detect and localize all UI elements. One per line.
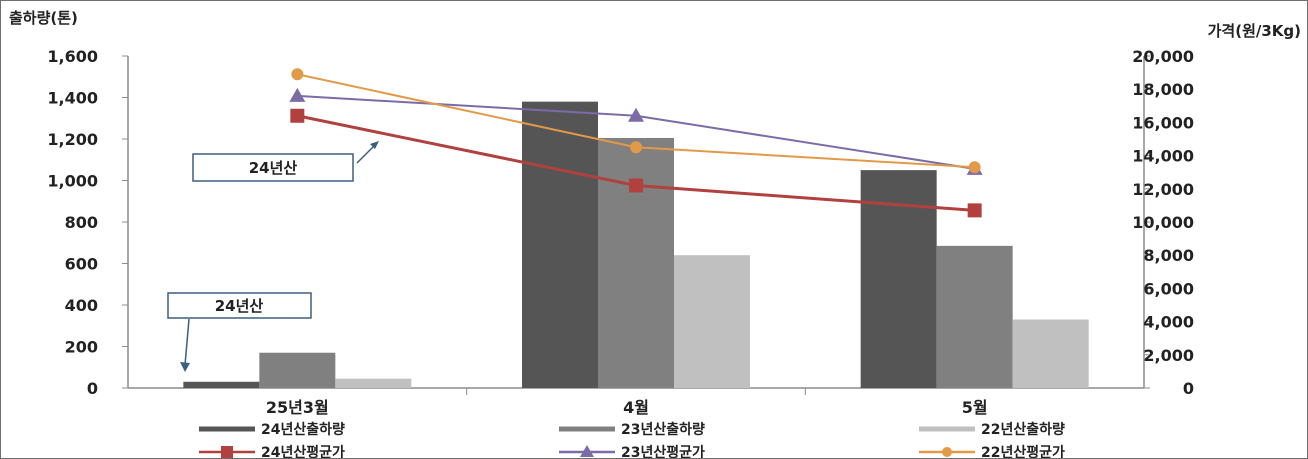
callout-upper-box (192, 153, 354, 182)
left-tick-label: 1,400 (47, 89, 98, 108)
bar-2-3 (936, 245, 1013, 388)
category-label: 4월 (623, 398, 649, 417)
line-3-marker-1 (291, 68, 304, 81)
line-3-marker-3 (968, 161, 981, 174)
right-axis-title: 가격(원/3Kg) (1208, 22, 1301, 40)
bar-2-2 (598, 137, 674, 388)
right-tick-label: 8,000 (1143, 246, 1194, 265)
legend-label-line-1: 24년산평균가 (261, 444, 345, 458)
right-tick-label: 6,000 (1143, 279, 1194, 298)
right-tick-label: 4,000 (1143, 313, 1194, 332)
legend-label-line-3: 22년산평균가 (981, 444, 1065, 458)
left-axis-title: 출하량(톤) (9, 9, 78, 27)
line-3-marker-2 (630, 141, 642, 154)
category-label: 25년3월 (266, 398, 329, 417)
plot-area: 1,600 1,400 1,200 1,000 800 600 400 200 0 20,000 1… (47, 47, 1194, 417)
legend-label-bar-2: 23년산출하량 (621, 421, 705, 438)
category-label: 5월 (962, 398, 988, 417)
right-tick-label: 12,000 (1132, 180, 1194, 199)
legend: 24년산출하량 23년산출하량 22년산출하량 24년산평균가 23년산평균가 22년산평… (199, 421, 1065, 458)
legend-label-bar-3: 22년산출하량 (981, 421, 1065, 438)
line-1-marker-3 (967, 203, 982, 218)
legend-label-bar-1: 24년산출하량 (261, 421, 345, 438)
bar-2-1 (259, 352, 336, 388)
line-1-marker-2 (629, 178, 643, 193)
bar-1-1 (183, 381, 260, 388)
right-tick-label: 20,000 (1132, 47, 1194, 66)
right-tick-label: 14,000 (1132, 147, 1194, 166)
line-2-marker-2 (628, 107, 644, 122)
left-tick-label: 1,200 (47, 130, 98, 149)
right-tick-label: 18,000 (1132, 80, 1194, 99)
right-tick-label: 0 (1183, 379, 1194, 398)
line-1-marker-1 (290, 108, 305, 123)
left-tick-label: 0 (87, 379, 98, 398)
callout-lower-box (167, 292, 312, 319)
callout-lower: 24년산 (167, 292, 312, 372)
callout-upper: 24년산 (192, 141, 379, 182)
right-tick-label: 10,000 (1132, 213, 1194, 232)
line-2-marker-1 (289, 87, 306, 102)
callout-lower-arrowhead (180, 362, 190, 372)
legend-marker-line-2 (580, 445, 594, 457)
left-tick-label: 200 (65, 338, 98, 357)
bar-3-1 (335, 378, 412, 388)
right-tick-label: 16,000 (1132, 113, 1194, 132)
legend-label-line-2: 23년산평균가 (621, 444, 705, 458)
left-tick-label: 600 (65, 255, 98, 274)
bar-3-2 (674, 255, 750, 388)
legend-marker-line-1 (221, 446, 233, 458)
left-tick-label: 400 (65, 296, 98, 315)
callout-lower-label: 24년산 (215, 297, 264, 315)
callout-lower-arrow (184, 318, 190, 366)
right-tick-label: 2,000 (1143, 346, 1194, 365)
legend-marker-line-3 (942, 447, 952, 457)
bar-3-3 (1012, 319, 1089, 388)
left-tick-label: 800 (65, 213, 98, 232)
left-tick-label: 1,600 (47, 47, 98, 66)
callout-upper-label: 24년산 (249, 159, 298, 177)
callout-upper-arrowhead (370, 141, 379, 149)
left-tick-label: 1,000 (47, 172, 98, 191)
bar-1-2 (522, 101, 598, 389)
